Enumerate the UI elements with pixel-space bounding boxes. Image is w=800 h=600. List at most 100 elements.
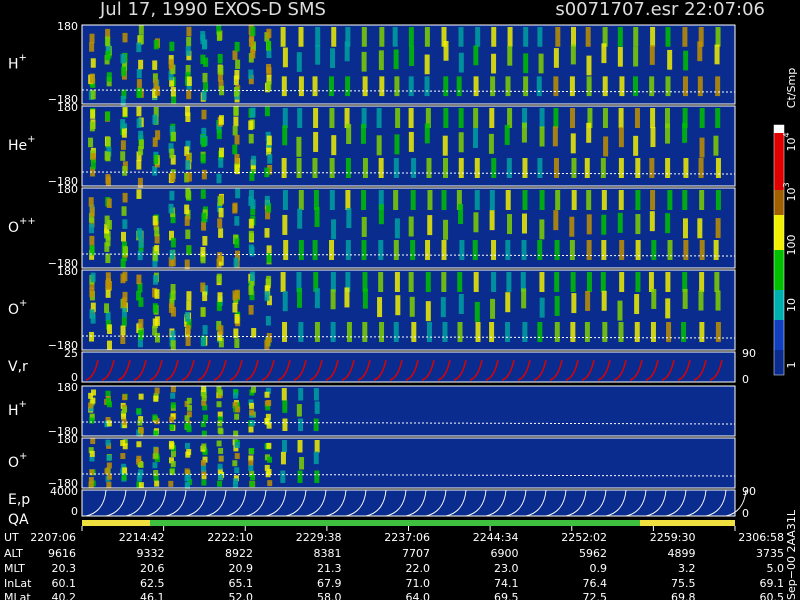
spectrogram-cell <box>138 461 144 468</box>
spectrogram-cell <box>184 204 190 215</box>
spectrogram-cell <box>491 53 497 74</box>
spectrogram-cell <box>538 53 544 74</box>
spectrogram-cell <box>475 322 481 342</box>
spectrogram-cell <box>313 388 319 401</box>
spectrogram-cell <box>121 463 127 470</box>
spectrogram-cell <box>90 302 96 313</box>
spectrogram-cell <box>202 404 208 411</box>
spectrogram-cell <box>313 108 319 128</box>
spectrogram-cell <box>584 322 590 342</box>
y2-tick-label: 90 <box>742 485 756 498</box>
spectrogram-cell <box>106 146 112 157</box>
panel-label: E,p <box>8 492 30 508</box>
panel-frame <box>81 385 736 437</box>
spectrogram-cell <box>617 27 623 47</box>
spectrogram-cell <box>233 389 239 396</box>
spectrogram-cell <box>248 218 254 229</box>
spectrogram-cell <box>201 39 207 50</box>
spectrogram-cell <box>299 457 305 470</box>
spectrogram-cell <box>121 316 127 327</box>
spectrogram-cell <box>200 253 206 264</box>
spectrogram-cell <box>186 171 192 182</box>
spectrogram-cell <box>617 46 623 67</box>
spectrogram-cell <box>571 293 577 314</box>
spectrogram-cell <box>154 245 160 255</box>
spectrogram-cell <box>186 76 192 86</box>
spectrogram-cell <box>267 480 273 487</box>
spectrogram-cell <box>713 240 719 260</box>
reference-line <box>81 253 736 257</box>
y-tick-label: −180 <box>48 257 78 270</box>
colorbar-segment <box>774 290 784 320</box>
spectrogram-cell <box>106 340 112 351</box>
spectrogram-cell <box>216 25 222 35</box>
panel-label-sup: + <box>19 53 27 64</box>
spectrogram-cell <box>138 238 144 248</box>
spectrogram-cell <box>170 155 176 165</box>
spectrogram-cell <box>170 392 176 399</box>
spectrogram-cell <box>170 402 176 409</box>
spectrogram-cell <box>441 240 447 260</box>
spectrogram-cell <box>330 322 336 342</box>
spectrogram-cell <box>699 137 705 158</box>
spectrogram-cell <box>233 475 239 482</box>
panel-label-text: O <box>8 302 19 318</box>
trace-line <box>145 489 167 517</box>
spectrogram-cell <box>601 214 607 235</box>
spectrogram-cell <box>136 408 142 415</box>
spectrogram-cell <box>121 206 127 216</box>
spectrogram-cell <box>443 158 449 178</box>
spectrogram-cell <box>265 209 271 220</box>
colorbar-label-base: 10 <box>785 188 798 202</box>
spectrogram-cell <box>217 420 223 427</box>
spectrogram-cell <box>89 121 95 132</box>
y-tick-label: 25 <box>64 347 78 360</box>
spectrogram-cell <box>715 290 721 311</box>
spectrogram-cell <box>106 481 112 488</box>
spectrogram-cell <box>682 27 688 47</box>
spectrogram-cell <box>170 330 176 341</box>
cell: 75.5 <box>671 577 696 590</box>
spectrogram-cell <box>248 120 254 131</box>
spectrogram-cell <box>282 125 288 146</box>
spectrogram-cell <box>296 52 302 72</box>
spectrogram-cell <box>313 131 319 152</box>
spectrogram-cell <box>523 27 529 47</box>
spectrogram-cell <box>376 135 382 156</box>
spectrogram-cell <box>458 52 464 73</box>
spectrogram-cell <box>602 76 608 97</box>
spectrogram-cell <box>282 291 288 312</box>
spectrogram-cell <box>105 137 111 147</box>
spectrogram-cell <box>361 51 367 72</box>
spectrogram-cell <box>153 470 159 477</box>
spectrogram-cell <box>330 289 336 310</box>
spectrogram-cell <box>185 229 191 240</box>
trace-line <box>525 489 547 517</box>
spectrogram-cell <box>619 272 625 292</box>
spectrogram-cell <box>250 205 256 216</box>
trace-line <box>645 489 667 517</box>
spectrogram-cell <box>682 108 688 128</box>
spectrogram-cell <box>217 53 223 64</box>
spectrogram-cell <box>233 430 239 437</box>
spectrogram-cell <box>168 143 174 153</box>
spectrogram-cell <box>314 440 320 453</box>
colorbar-segment <box>774 350 784 375</box>
colorbar-label-base: 100 <box>785 235 798 256</box>
spectrogram-cell <box>170 290 176 301</box>
spectrogram-cell <box>282 400 288 413</box>
spectrogram-cell <box>232 144 238 155</box>
spectrogram-cell <box>138 482 144 489</box>
spectrogram-cell <box>394 76 400 97</box>
spectrogram-cell <box>136 189 142 199</box>
trace-line <box>85 359 99 381</box>
spectrogram-cell <box>170 237 176 248</box>
spectrogram-cell <box>281 158 287 178</box>
spectrogram-cell <box>217 480 223 487</box>
spectrogram-cell <box>251 386 257 393</box>
trace-line <box>117 359 131 381</box>
spectrogram-cell <box>122 166 128 176</box>
spectrogram-cell <box>184 259 190 270</box>
spectrogram-cell <box>457 272 463 292</box>
spectrogram-cell <box>234 153 240 164</box>
